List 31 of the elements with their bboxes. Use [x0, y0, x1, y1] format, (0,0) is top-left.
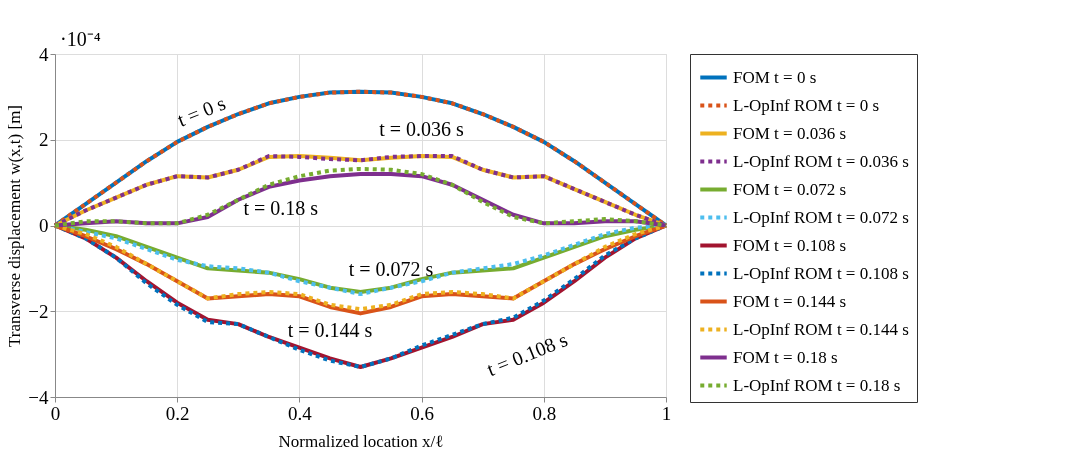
- y-tick-label: 2: [39, 129, 49, 151]
- annotation: t = 0.144 s: [287, 318, 373, 341]
- x-tick-label: 0.8: [532, 402, 557, 424]
- y-tick-label: 0: [39, 215, 49, 236]
- y-tick-label: −2: [28, 300, 49, 322]
- legend-label: L-OpInf ROM t = 0.072 s: [733, 207, 909, 227]
- y-axis-title: Transverse displacement w(x,t) [m]: [5, 104, 25, 348]
- legend-label: FOM t = 0.036 s: [733, 123, 847, 143]
- legend-label: L-OpInf ROM t = 0.18 s: [733, 375, 901, 395]
- legend-label: FOM t = 0.144 s: [733, 291, 847, 311]
- x-tick-label: 0.2: [165, 402, 190, 424]
- legend-label: L-OpInf ROM t = 0.108 s: [733, 263, 909, 283]
- legend-label: FOM t = 0.108 s: [733, 235, 847, 255]
- legend-label: L-OpInf ROM t = 0.144 s: [733, 319, 909, 339]
- y-tick-label: 4: [39, 43, 49, 65]
- legend-label: L-OpInf ROM t = 0 s: [733, 95, 880, 115]
- annotation: t = 0.036 s: [379, 118, 465, 141]
- x-tick-label: 1: [661, 402, 672, 424]
- annotation: t = 0.108 s: [483, 328, 571, 381]
- annotation: t = 0.18 s: [243, 196, 319, 219]
- x-tick-label: 0.4: [288, 402, 313, 424]
- legend-label: L-OpInf ROM t = 0.036 s: [733, 151, 909, 171]
- x-tick-label: 0.6: [410, 402, 434, 424]
- x-axis-title: Normalized location x/ℓ: [278, 431, 444, 451]
- legend-label: FOM t = 0.072 s: [733, 179, 847, 199]
- text: ·10⁻⁴: [60, 28, 101, 50]
- annotation: t = 0.072 s: [348, 257, 434, 280]
- y-tick-label: −4: [28, 386, 49, 408]
- legend-label: FOM t = 0.18 s: [733, 347, 838, 367]
- annotation: t = 0 s: [174, 91, 229, 131]
- legend-label: FOM t = 0 s: [733, 67, 817, 87]
